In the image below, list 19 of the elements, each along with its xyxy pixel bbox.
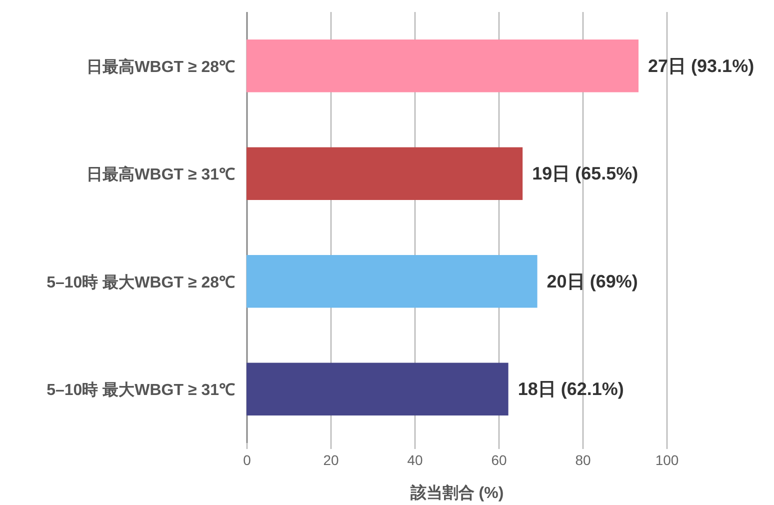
- x-axis-title: 該当割合 (%): [409, 483, 504, 502]
- data-label: 27日 (93.1%): [648, 56, 754, 76]
- y-tick-label: 5–10時 最大WBGT ≥ 31℃: [46, 381, 235, 400]
- bar: [246, 40, 639, 92]
- y-tick-label: 5–10時 最大WBGT ≥ 28℃: [46, 273, 235, 292]
- x-tick-label: 40: [407, 452, 423, 468]
- bar: [246, 255, 538, 308]
- bar: [246, 362, 508, 416]
- bar: [246, 147, 523, 200]
- y-tick-label: 日最高WBGT ≥ 31℃: [86, 164, 235, 184]
- x-tick-label: 0: [243, 452, 252, 468]
- x-tick-label: 60: [491, 452, 507, 468]
- y-tick-label: 日最高WBGT ≥ 28℃: [86, 56, 235, 76]
- data-label: 19日 (65.5%): [532, 164, 638, 184]
- data-label: 20日 (69%): [546, 271, 638, 292]
- x-tick-label: 100: [655, 452, 679, 468]
- x-tick-label: 80: [575, 452, 591, 468]
- x-tick-label: 20: [323, 452, 339, 468]
- data-label: 18日 (62.1%): [518, 379, 624, 400]
